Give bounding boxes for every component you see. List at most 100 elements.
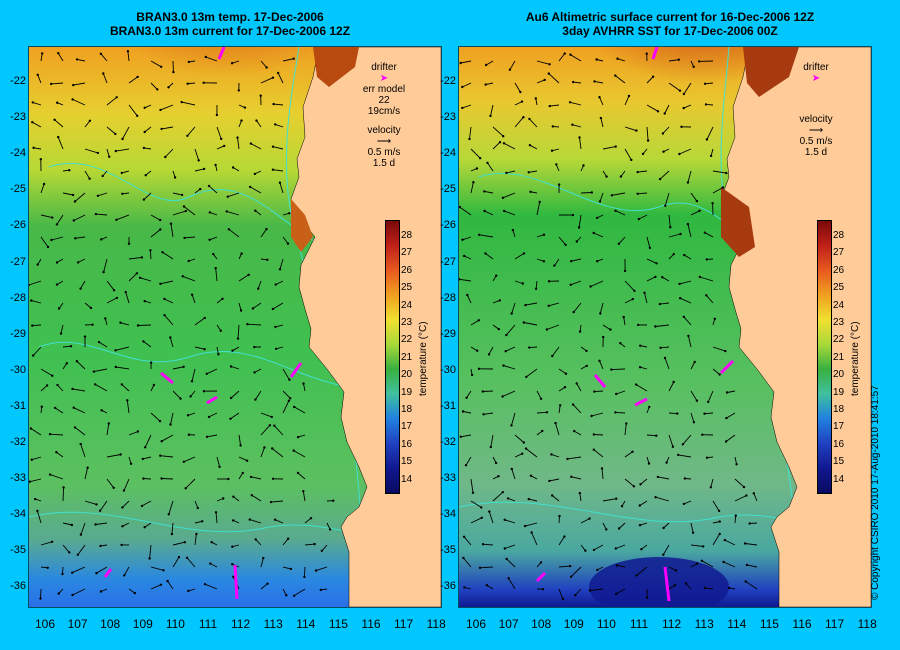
current-arrow-head [219,329,222,332]
current-arrow-head [614,547,617,550]
current-arrow-head [221,297,224,300]
latitude-label: -34 [10,508,26,521]
current-arrow-head [40,405,43,408]
current-arrow [297,434,306,438]
current-arrow [571,258,582,262]
current-arrow-head [498,299,501,302]
current-arrow-head [622,315,625,319]
current-arrow [204,583,218,590]
current-arrow-head [201,520,204,523]
current-arrow-head [676,412,679,415]
current-arrow [169,337,174,348]
current-arrow-head [99,52,103,55]
current-arrow-head [636,192,639,195]
longitude-label: 110 [596,617,616,631]
current-arrow [662,126,670,134]
latitude-label: -27 [10,255,26,268]
current-arrow-head [161,251,164,254]
latitude-label: -32 [440,436,456,448]
current-arrow [655,496,670,502]
current-arrow [589,588,604,591]
colorbar-title-left: temperature (°C) [418,321,429,396]
colorbar-tick-label: 28 [833,230,845,241]
current-arrow-head [32,146,35,149]
current-arrow-head [614,411,617,414]
current-arrow-head [217,353,220,356]
current-arrow [164,314,174,326]
colorbar-tick-label: 18 [833,404,845,415]
current-arrow-head [505,333,508,337]
current-arrow-head [671,445,675,448]
current-arrow [640,478,648,485]
current-arrow-head [250,494,253,497]
current-arrow-head [55,283,59,286]
current-arrow [106,126,116,135]
current-arrow-head [548,63,551,66]
current-arrow-head [678,297,682,300]
latitude-label: -33 [10,472,26,485]
current-arrow-head [160,477,163,480]
current-arrow-head [570,260,573,263]
current-arrow-head [545,411,549,414]
current-arrow [40,385,48,392]
current-arrow-head [177,555,181,559]
current-arrow [84,467,89,480]
current-arrow-head [615,392,618,396]
current-arrow-head [696,562,699,565]
current-arrow-head [569,575,573,578]
current-arrow [734,495,747,502]
current-arrow [593,544,604,551]
current-arrow-head [463,254,466,258]
current-arrow-head [253,371,256,374]
current-arrow-head [129,462,133,465]
current-arrow-head [72,83,75,87]
current-arrow-head [511,228,515,232]
current-arrow [251,494,262,502]
current-arrow-head [481,390,484,393]
current-arrow [251,476,262,480]
current-arrow-head [645,596,649,599]
current-arrow-head [62,486,65,489]
current-arrow-head [136,324,140,327]
current-arrow [668,434,674,447]
current-arrow [506,170,516,174]
current-arrow-head [661,276,664,279]
current-arrow [260,557,264,568]
current-arrow [255,390,262,400]
current-arrow [36,510,42,524]
current-arrow [73,214,86,221]
current-arrow [635,384,648,392]
current-arrow [40,214,53,219]
current-arrow-head [704,103,708,106]
current-arrow-head [550,453,553,456]
current-arrow [514,253,525,260]
current-arrow-head [664,204,667,207]
latitude-label: -34 [440,508,456,521]
current-arrow-head [614,74,617,77]
current-arrow-head [745,494,748,497]
current-arrow-head [510,467,513,471]
left-map-panel[interactable] [28,46,442,608]
current-arrow [260,424,271,436]
current-arrow-head [274,283,277,286]
current-arrow-head [271,477,275,480]
current-arrow-head [83,335,87,338]
current-arrow [172,541,185,546]
current-arrow [122,126,130,140]
current-arrow-head [615,564,619,567]
right-map-panel[interactable] [458,46,872,608]
current-arrow-head [663,356,667,360]
colorbar-tick-label: 16 [833,438,845,450]
current-arrow [215,268,218,282]
current-arrow-head [181,275,184,278]
current-arrow-head [663,112,666,115]
current-arrow [216,126,222,140]
current-arrow-head [162,569,165,572]
current-arrow-head [523,524,527,528]
current-arrow-head [553,264,556,267]
current-arrow-head [94,523,97,526]
current-arrow-head [46,566,49,569]
current-arrow-head [584,549,587,552]
current-arrow-head [705,294,708,297]
current-arrow-head [522,116,525,119]
